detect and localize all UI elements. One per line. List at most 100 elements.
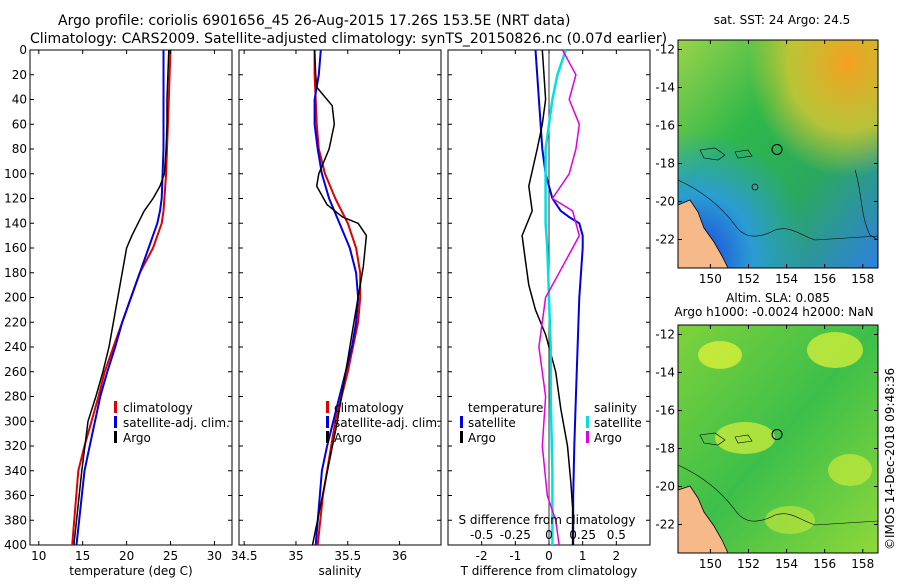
lat-tick-label: -20 bbox=[655, 195, 675, 209]
legend-climatology: climatology bbox=[123, 401, 193, 415]
lon-tick-label: 152 bbox=[737, 272, 760, 286]
s-diff-tick-label: -0.5 bbox=[470, 528, 493, 542]
x-tick-label: 34.5 bbox=[231, 549, 258, 563]
legend-sal-argo: Argo bbox=[594, 431, 622, 445]
lon-tick-label: 156 bbox=[813, 557, 836, 571]
sla-map: Altim. SLA: 0.085 Argo h1000: -0.0024 h2… bbox=[655, 291, 879, 571]
y-tick-label: 80 bbox=[12, 142, 27, 156]
y-tick-label: 200 bbox=[4, 291, 27, 305]
lat-tick-label: -14 bbox=[655, 366, 675, 380]
x-tick-label: -1 bbox=[509, 549, 521, 563]
x-tick-label: 2 bbox=[613, 549, 621, 563]
legend-temp-argo: Argo bbox=[468, 431, 496, 445]
y-tick-label: 300 bbox=[4, 414, 27, 428]
x-tick-label: 15 bbox=[75, 549, 90, 563]
x-tick-label: 35.5 bbox=[334, 549, 361, 563]
y-tick-label: 0 bbox=[19, 43, 27, 57]
x-tick-label: 25 bbox=[163, 549, 178, 563]
lon-tick-label: 154 bbox=[775, 272, 798, 286]
legend-temperature-title: temperature bbox=[468, 401, 543, 415]
salinity-axes-box bbox=[238, 49, 442, 546]
lon-tick-label: 156 bbox=[813, 272, 836, 286]
legend-swatch-argo bbox=[326, 431, 329, 443]
temperature-legend: climatology satellite-adj. clim. Argo bbox=[114, 401, 230, 445]
sla-high-blob bbox=[807, 332, 863, 368]
x-tick-label: 10 bbox=[31, 549, 46, 563]
legend-temp-satellite: satellite bbox=[468, 416, 516, 430]
lon-tick-label: 152 bbox=[737, 557, 760, 571]
figure-title-line1: Argo profile: coriolis 6901656_45 26-Aug… bbox=[58, 13, 570, 29]
series-line-satellite-adj-clim- bbox=[313, 49, 360, 546]
sla-high-blob bbox=[698, 341, 742, 369]
legend-swatch-climatology bbox=[326, 401, 329, 413]
sst-islet bbox=[751, 183, 759, 191]
argo-location-marker bbox=[771, 143, 783, 155]
s-diff-tick-label: 0.5 bbox=[607, 528, 626, 542]
lat-tick-label: -12 bbox=[655, 43, 675, 57]
lat-tick-label: -18 bbox=[655, 157, 675, 171]
legend-swatch-satellite bbox=[114, 416, 117, 428]
difference-panel: -2 -1 0 1 2 -0.5 -0.25 0 0.25 0.5 T difference fr… bbox=[447, 49, 651, 578]
y-tick-label: 400 bbox=[4, 538, 27, 552]
sla-reef-outline bbox=[699, 432, 753, 446]
difference-xlabel-salinity: S difference from climatology bbox=[459, 513, 636, 527]
y-tick-label: 260 bbox=[4, 365, 27, 379]
series-line-argo bbox=[73, 49, 170, 546]
x-tick-label: 1 bbox=[579, 549, 587, 563]
lat-tick-label: -20 bbox=[655, 480, 675, 494]
y-tick-label: 240 bbox=[4, 340, 27, 354]
legend-swatch-temp-argo bbox=[460, 431, 463, 443]
legend-argo: Argo bbox=[123, 431, 151, 445]
legend-sal-satellite: satellite bbox=[594, 416, 642, 430]
lon-tick-label: 158 bbox=[851, 272, 874, 286]
salinity-xlabel: salinity bbox=[318, 564, 361, 578]
legend-swatch-climatology bbox=[114, 401, 117, 413]
y-tick-label: 20 bbox=[12, 68, 27, 82]
salinity-legend: climatology satellite-adj. clim. Argo bbox=[326, 401, 441, 445]
y-tick-label: 320 bbox=[4, 439, 27, 453]
legend-climatology: climatology bbox=[334, 401, 404, 415]
y-tick-label: 100 bbox=[4, 167, 27, 181]
x-tick-label: 0 bbox=[545, 549, 553, 563]
lat-tick-label: -22 bbox=[655, 233, 675, 247]
s-diff-tick-label: -0.25 bbox=[500, 528, 531, 542]
timestamp: ©IMOS 14-Dec-2018 09:48:36 bbox=[883, 368, 897, 550]
sst-east-contour bbox=[854, 169, 879, 241]
legend-swatch-sal-argo bbox=[586, 431, 589, 443]
y-tick-label: 280 bbox=[4, 390, 27, 404]
legend-swatch-satellite bbox=[326, 416, 329, 428]
lon-tick-label: 150 bbox=[699, 557, 722, 571]
legend-salinity-title: salinity bbox=[594, 401, 637, 415]
lat-tick-label: -12 bbox=[655, 328, 675, 342]
series-line-salinity-satellite bbox=[544, 49, 567, 545]
legend-swatch-sal-satellite bbox=[586, 416, 589, 428]
lat-tick-label: -16 bbox=[655, 404, 675, 418]
y-tick-label: 220 bbox=[4, 315, 27, 329]
sst-map-frame bbox=[677, 39, 879, 269]
argo-location-marker bbox=[771, 428, 783, 440]
x-tick-label: 30 bbox=[207, 549, 222, 563]
series-line-temperature-argo bbox=[521, 49, 574, 545]
y-tick-label: 60 bbox=[12, 117, 27, 131]
legend-satellite: satellite-adj. clim. bbox=[123, 416, 230, 430]
sst-reef-outline bbox=[699, 147, 753, 161]
x-tick-label: -2 bbox=[476, 549, 488, 563]
x-tick-label: 36 bbox=[392, 549, 407, 563]
lon-tick-label: 150 bbox=[699, 272, 722, 286]
sla-map-frame bbox=[677, 324, 879, 554]
figure-title-line2: Climatology: CARS2009. Satellite-adjuste… bbox=[30, 31, 667, 47]
s-diff-tick-label: 0.25 bbox=[569, 528, 596, 542]
y-tick-label: 160 bbox=[4, 241, 27, 255]
salinity-panel: 34.5 35 35.5 36 salinity climatology satell… bbox=[231, 49, 442, 578]
sla-reef-contour bbox=[677, 464, 879, 526]
y-tick-label: 40 bbox=[12, 93, 27, 107]
x-tick-label: 35 bbox=[288, 549, 303, 563]
series-line-climatology bbox=[71, 49, 172, 546]
legend-swatch-temp-satellite bbox=[460, 416, 463, 428]
temperature-panel: 0 20 40 60 80 100 120 140 160 180 200 220 240 260 280 3… bbox=[4, 43, 233, 578]
x-tick-label: 20 bbox=[119, 549, 134, 563]
sst-reef-contour bbox=[677, 179, 879, 241]
temperature-xlabel: temperature (deg C) bbox=[69, 564, 192, 578]
sla-high-blob bbox=[715, 422, 775, 454]
